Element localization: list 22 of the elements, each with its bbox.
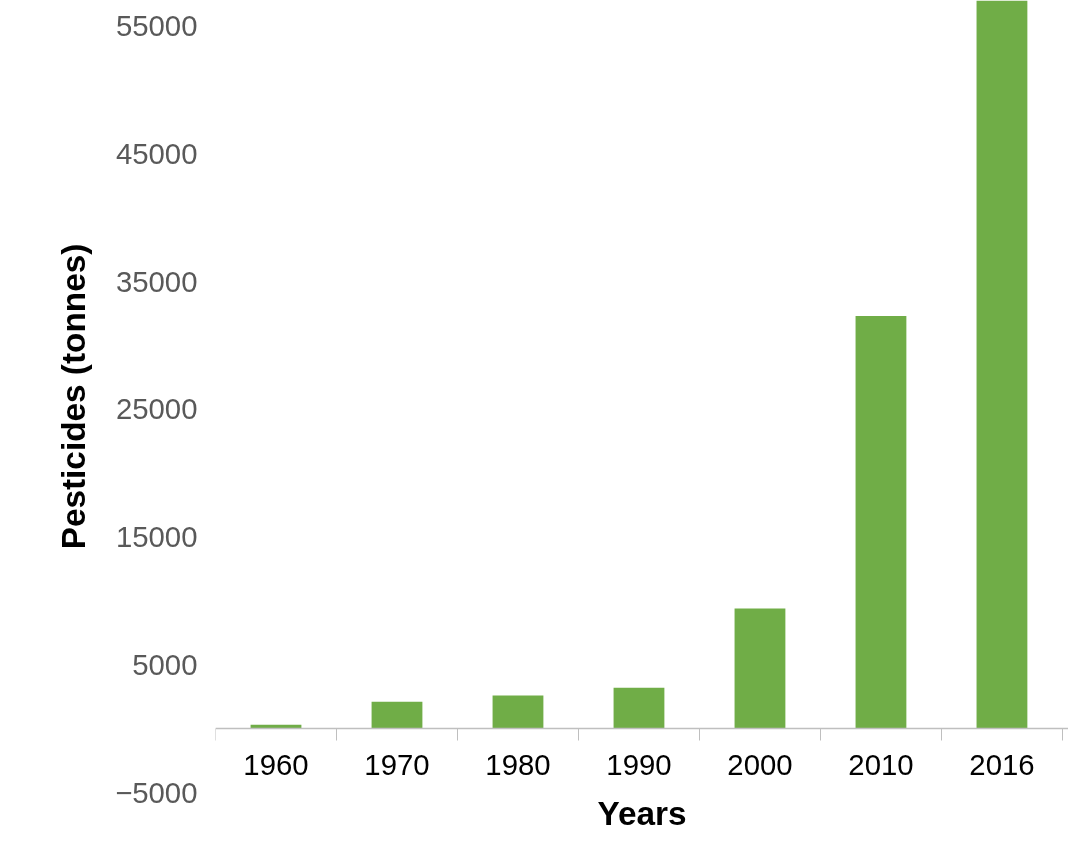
x-tick-label: 1990 bbox=[606, 747, 672, 781]
bar bbox=[855, 316, 907, 729]
y-tick-label: 5000 bbox=[132, 647, 198, 681]
x-tick-label: 2016 bbox=[969, 747, 1035, 781]
x-tick-label: 2010 bbox=[848, 747, 914, 781]
x-axis-title: Years bbox=[597, 794, 687, 832]
y-tick-label: 45000 bbox=[115, 136, 198, 170]
x-tick-label: 1980 bbox=[485, 747, 551, 781]
y-tick-label: 15000 bbox=[115, 520, 198, 554]
bar bbox=[976, 0, 1028, 729]
bar bbox=[613, 687, 665, 729]
bar bbox=[492, 695, 544, 729]
y-tick-label: 55000 bbox=[115, 9, 198, 43]
y-axis-title: Pesticides (tonnes) bbox=[55, 243, 93, 550]
bar bbox=[734, 608, 786, 729]
y-tick-label: 35000 bbox=[115, 264, 198, 298]
y-tick-label: −5000 bbox=[115, 775, 198, 809]
x-tick-label: 2000 bbox=[727, 747, 793, 781]
y-tick-label: 25000 bbox=[115, 392, 198, 426]
x-tick-label: 1970 bbox=[364, 747, 430, 781]
x-tick-label: 1960 bbox=[243, 747, 309, 781]
bar bbox=[371, 701, 423, 729]
